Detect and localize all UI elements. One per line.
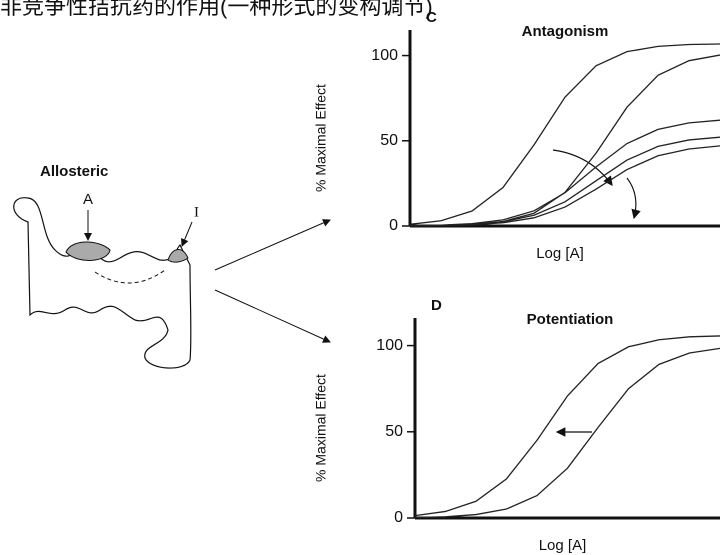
diagram-label: Allosteric [40, 163, 108, 180]
arrow [626, 177, 641, 220]
y-axis-label: % Maximal Effect [313, 84, 329, 192]
curve [409, 136, 720, 227]
y-tick-label: 50 [380, 132, 398, 149]
x-axis-label: Log [A] [536, 245, 584, 262]
curve [409, 119, 720, 227]
arrow [181, 221, 193, 247]
arrow [552, 149, 613, 186]
curve [414, 335, 720, 517]
arrow [214, 219, 331, 271]
curve [409, 145, 720, 227]
y-axis-label: % Maximal Effect [313, 374, 329, 482]
curve [409, 43, 720, 225]
receptor-outline [13, 197, 192, 369]
curve [414, 347, 720, 519]
y-tick-label: 50 [385, 423, 403, 440]
dashed-link [94, 269, 166, 284]
panel-label: C [426, 9, 437, 26]
site-label: A [83, 191, 93, 208]
y-tick-label: 0 [389, 217, 398, 234]
curve [409, 54, 720, 227]
site-label: I [194, 204, 199, 220]
chart-title: Antagonism [522, 23, 609, 40]
site-a [65, 241, 111, 261]
y-tick-label: 100 [376, 337, 403, 354]
y-tick-label: 0 [394, 509, 403, 526]
y-tick-label: 100 [371, 47, 398, 64]
arrow [214, 289, 331, 343]
site-i [167, 249, 189, 263]
chart-title: Potentiation [527, 311, 614, 328]
panel-label: D [431, 297, 442, 314]
x-axis-label: Log [A] [539, 537, 587, 554]
page-title: 非竞争性拮抗药的作用(一种形式的变构调节) [0, 0, 433, 19]
